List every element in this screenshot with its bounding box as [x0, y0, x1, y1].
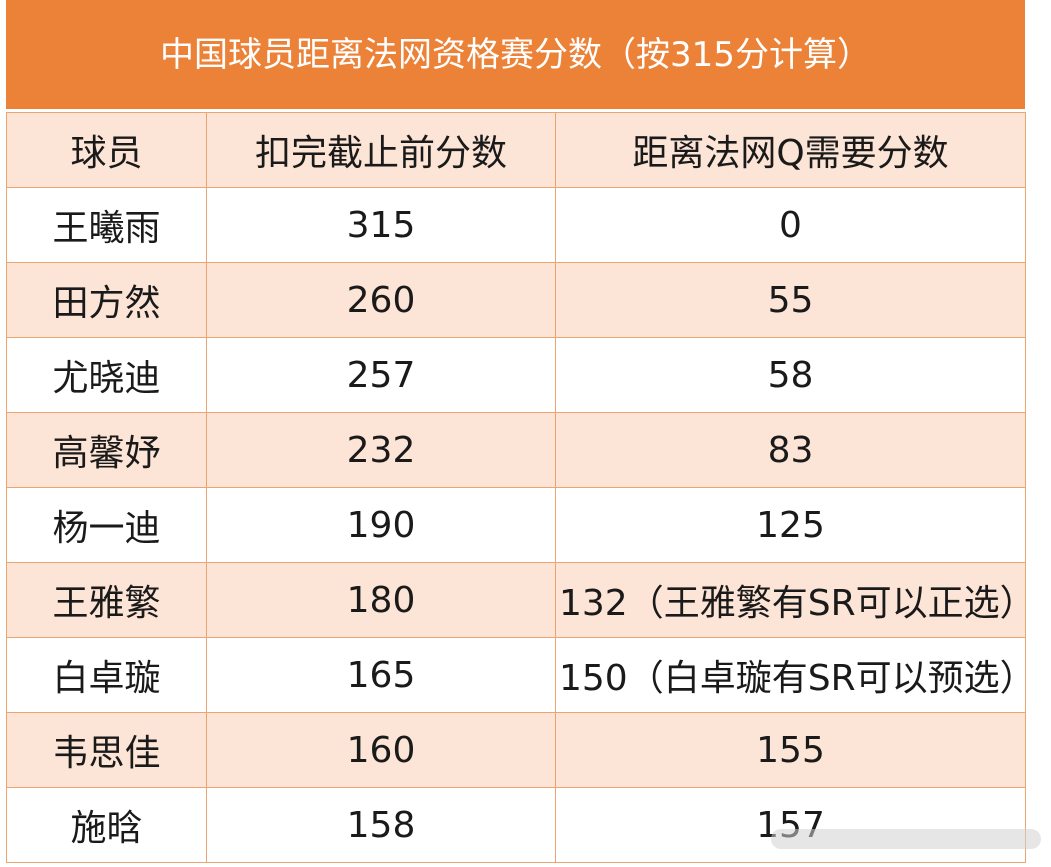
cell-needed: 132（王雅繁有SR可以正选）	[555, 562, 1036, 638]
cell-points: 260	[206, 262, 556, 338]
header-points: 扣完截止前分数	[206, 112, 556, 188]
cell-player: 施晗	[6, 787, 207, 863]
table-row: 白卓璇 165 150（白卓璇有SR可以预选）	[6, 637, 1036, 713]
cell-points: 160	[206, 712, 556, 788]
table-row: 尤晓迪 257 58	[6, 337, 1026, 413]
table-row: 韦思佳 160 155	[6, 712, 1026, 788]
cell-player: 杨一迪	[6, 487, 207, 563]
header-player: 球员	[6, 112, 207, 188]
cell-player: 尤晓迪	[6, 337, 207, 413]
cell-player: 王雅繁	[6, 562, 207, 638]
cell-needed: 125	[555, 487, 1026, 563]
cell-needed: 150（白卓璇有SR可以预选）	[555, 637, 1036, 713]
cell-points: 158	[206, 787, 556, 863]
cell-needed: 58	[555, 337, 1026, 413]
table-title: 中国球员距离法网资格赛分数（按315分计算）	[6, 0, 1025, 111]
cell-needed: 83	[555, 412, 1026, 488]
cell-points: 190	[206, 487, 556, 563]
cell-needed: 55	[555, 262, 1026, 338]
table-header-row: 球员 扣完截止前分数 距离法网Q需要分数	[6, 112, 1026, 188]
table-row: 王雅繁 180 132（王雅繁有SR可以正选）	[6, 562, 1036, 638]
cell-points: 165	[206, 637, 556, 713]
cell-needed: 157	[555, 787, 1026, 863]
cell-player: 王曦雨	[6, 187, 207, 263]
header-needed: 距离法网Q需要分数	[555, 112, 1026, 188]
cell-player: 高馨妤	[6, 412, 207, 488]
table-row: 田方然 260 55	[6, 262, 1026, 338]
score-table: 球员 扣完截止前分数 距离法网Q需要分数 王曦雨 315 0 田方然 260 5…	[6, 112, 1036, 863]
cell-points: 315	[206, 187, 556, 263]
cell-points: 180	[206, 562, 556, 638]
cell-player: 韦思佳	[6, 712, 207, 788]
cell-points: 232	[206, 412, 556, 488]
cell-needed: 0	[555, 187, 1026, 263]
cell-points: 257	[206, 337, 556, 413]
table-row: 高馨妤 232 83	[6, 412, 1026, 488]
cell-player: 白卓璇	[6, 637, 207, 713]
cell-player: 田方然	[6, 262, 207, 338]
watermark-overlay	[771, 829, 1041, 849]
table-row: 杨一迪 190 125	[6, 487, 1026, 563]
cell-needed: 155	[555, 712, 1026, 788]
table-row: 王曦雨 315 0	[6, 187, 1026, 263]
table-row: 施晗 158 157	[6, 787, 1026, 863]
